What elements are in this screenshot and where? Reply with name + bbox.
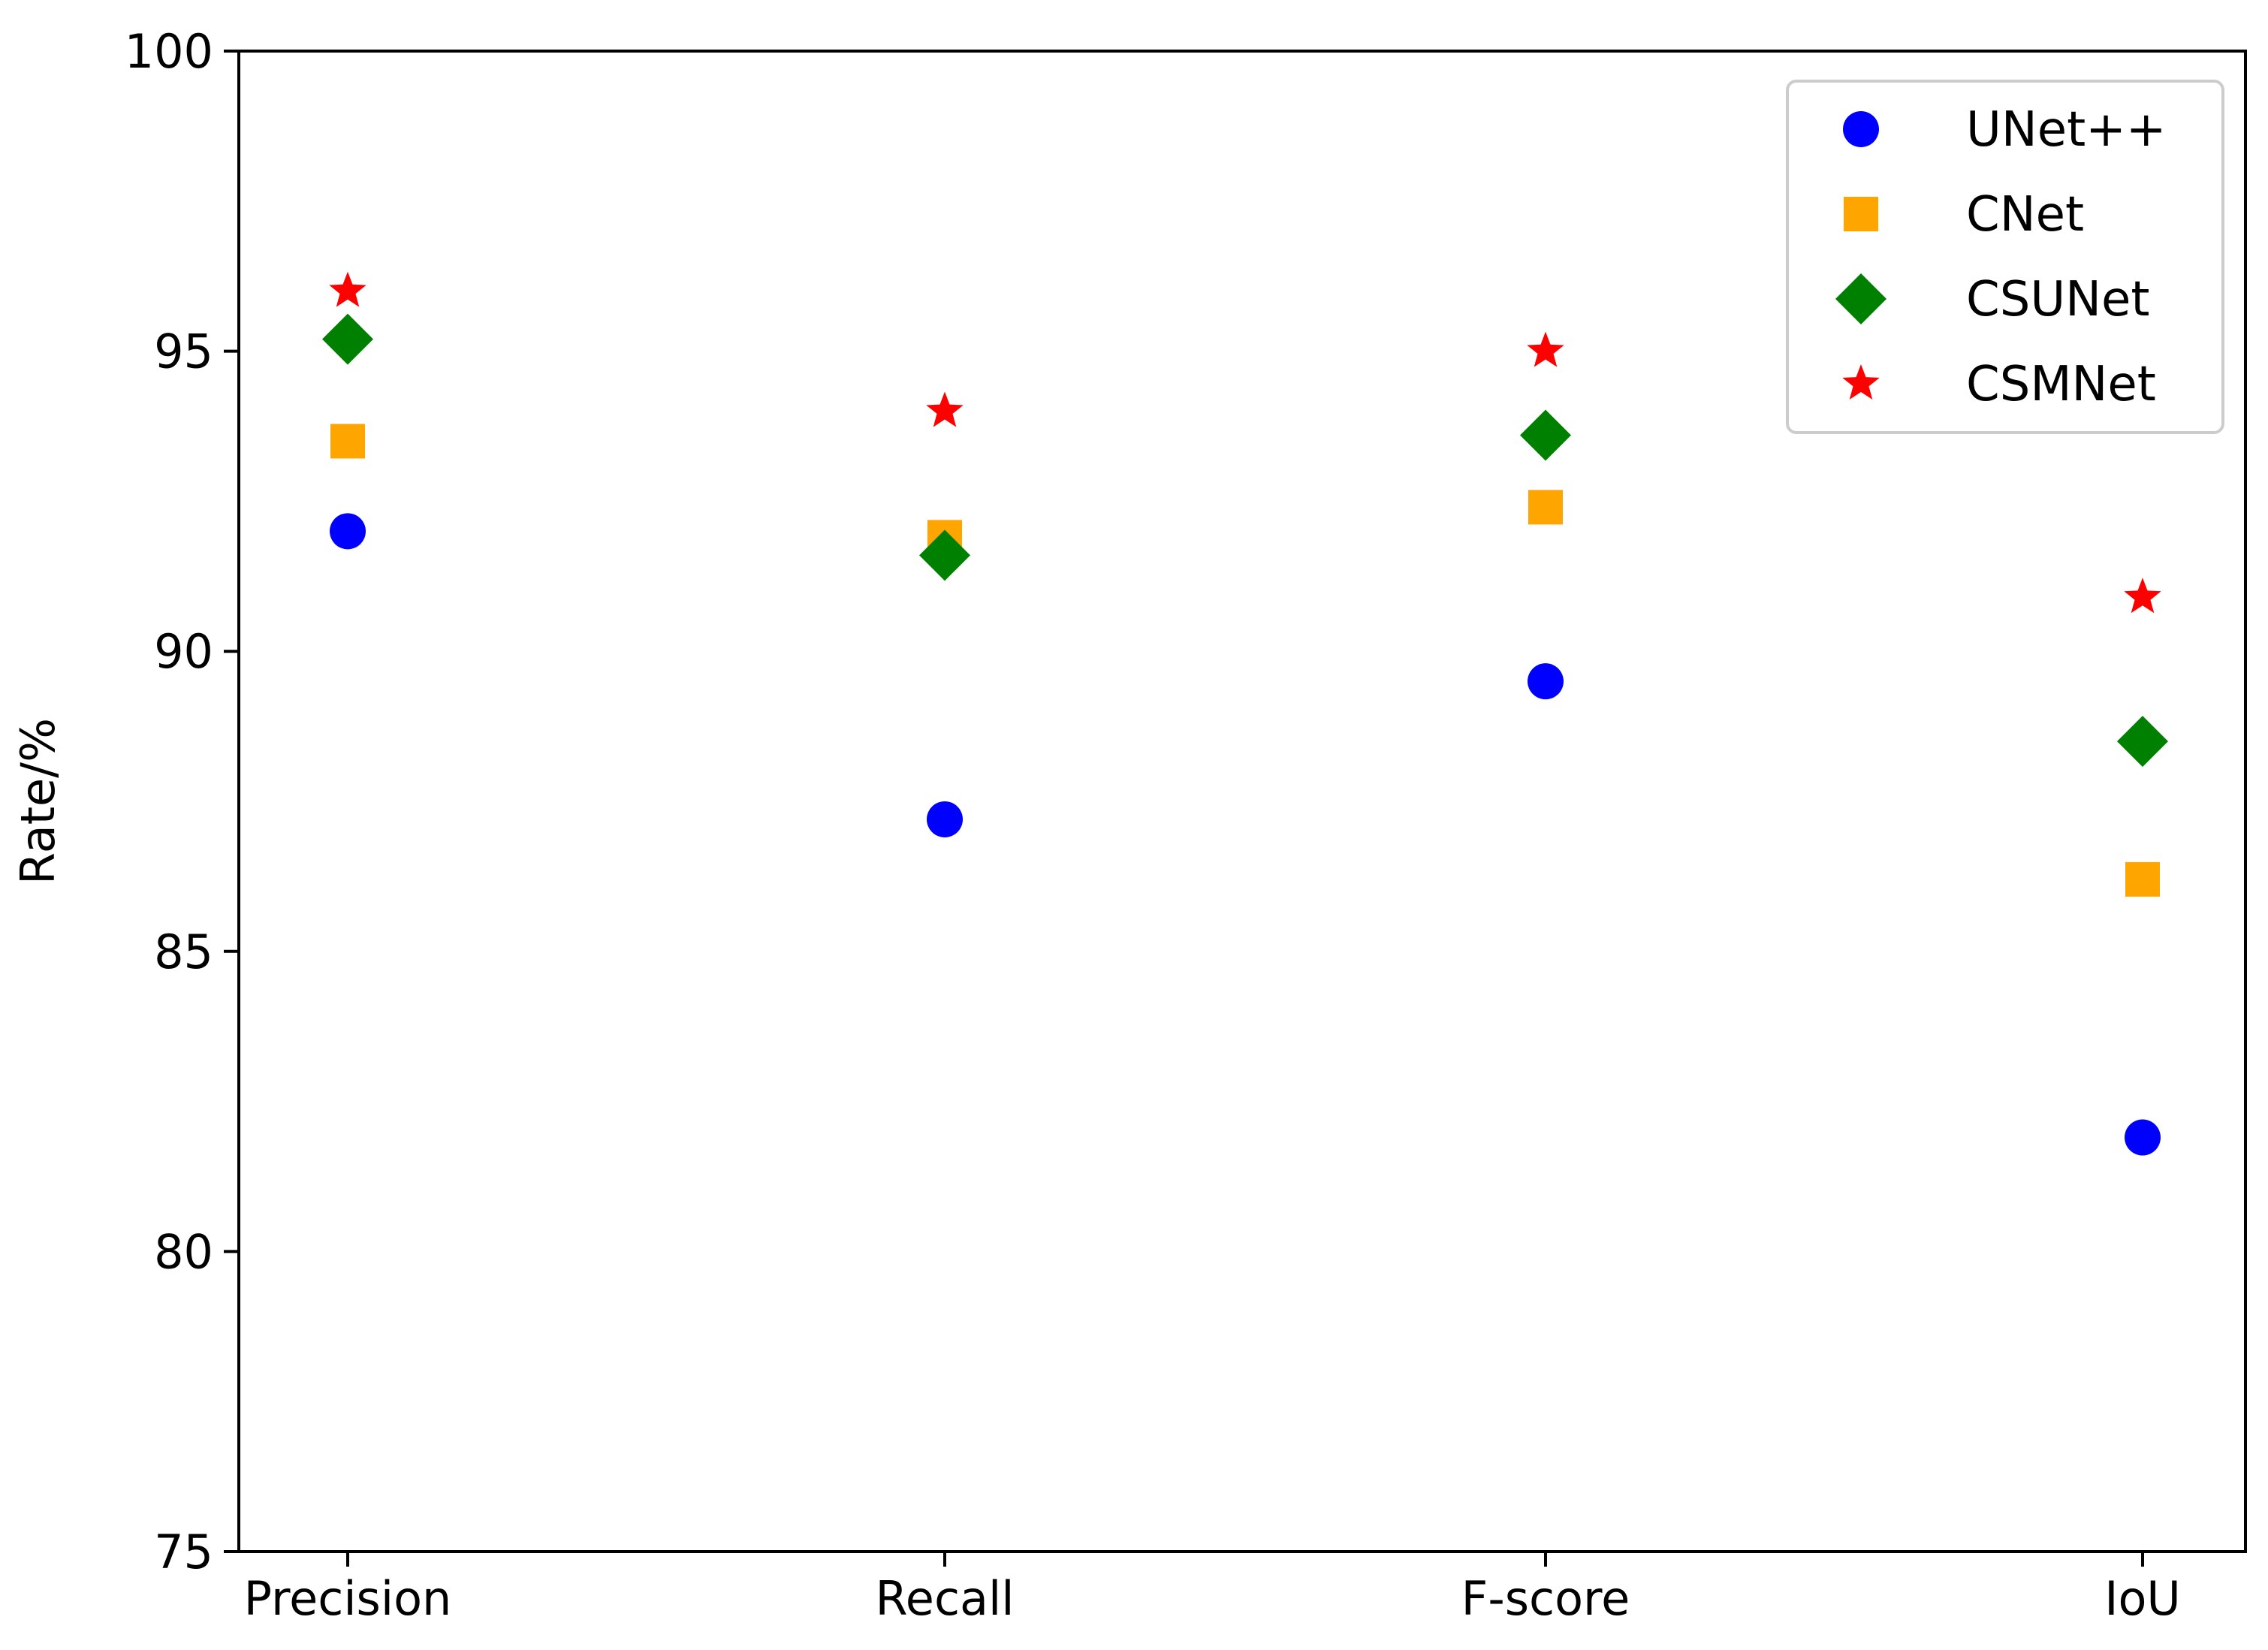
plot-frame	[237, 50, 2247, 1553]
legend-marker-csunet	[1835, 273, 1886, 324]
y-axis: 75 80 85 90 95 100	[125, 24, 239, 1579]
point-csmnet-iou	[2124, 578, 2161, 614]
legend-marker-unetplusplus	[1843, 111, 1879, 147]
x-tick-label-recall: Recall	[876, 1571, 1015, 1626]
data-points	[322, 271, 2168, 1156]
x-tick-label-precision: Precision	[244, 1571, 452, 1626]
point-csmnet-recall	[926, 391, 964, 427]
point-unetplusplus-recall	[927, 801, 963, 837]
legend-label-cnet: CNet	[1966, 187, 2084, 243]
point-cnet-iou	[2125, 861, 2160, 897]
legend-frame	[1786, 80, 2224, 434]
point-csunet-iou	[2117, 716, 2168, 768]
point-cnet-precision	[330, 424, 365, 459]
y-axis-label: Rate/%	[11, 718, 65, 885]
y-tick-label: 80	[154, 1224, 213, 1279]
point-unetplusplus-iou	[2125, 1119, 2161, 1156]
point-csunet-recall	[919, 529, 970, 581]
y-tick-label: 85	[154, 925, 213, 979]
legend-marker-csmnet	[1842, 364, 1880, 400]
point-csmnet-f-score	[1527, 331, 1564, 367]
y-tick-label: 90	[154, 624, 213, 679]
y-tick-label: 100	[125, 24, 213, 79]
legend-label-csunet: CSUNet	[1966, 272, 2150, 327]
legend: UNet++ CNet CSUNet CSMNet	[1786, 80, 2224, 434]
legend-label-unetplusplus: UNet++	[1966, 102, 2166, 158]
y-tick-label: 95	[154, 324, 213, 379]
point-csunet-precision	[322, 313, 373, 365]
legend-label-csmnet: CSMNet	[1966, 357, 2156, 412]
x-tick-label-iou: IoU	[2104, 1571, 2181, 1626]
x-axis: Precision Recall F-score IoU	[244, 1552, 2181, 1626]
x-tick-label-f-score: F-score	[1461, 1571, 1630, 1626]
point-csmnet-precision	[329, 271, 366, 307]
point-csunet-f-score	[1520, 409, 1571, 461]
point-unetplusplus-f-score	[1528, 663, 1564, 700]
point-unetplusplus-precision	[330, 513, 366, 550]
point-cnet-f-score	[1528, 490, 1563, 525]
y-tick-label: 75	[154, 1525, 213, 1579]
legend-marker-cnet	[1844, 197, 1878, 231]
